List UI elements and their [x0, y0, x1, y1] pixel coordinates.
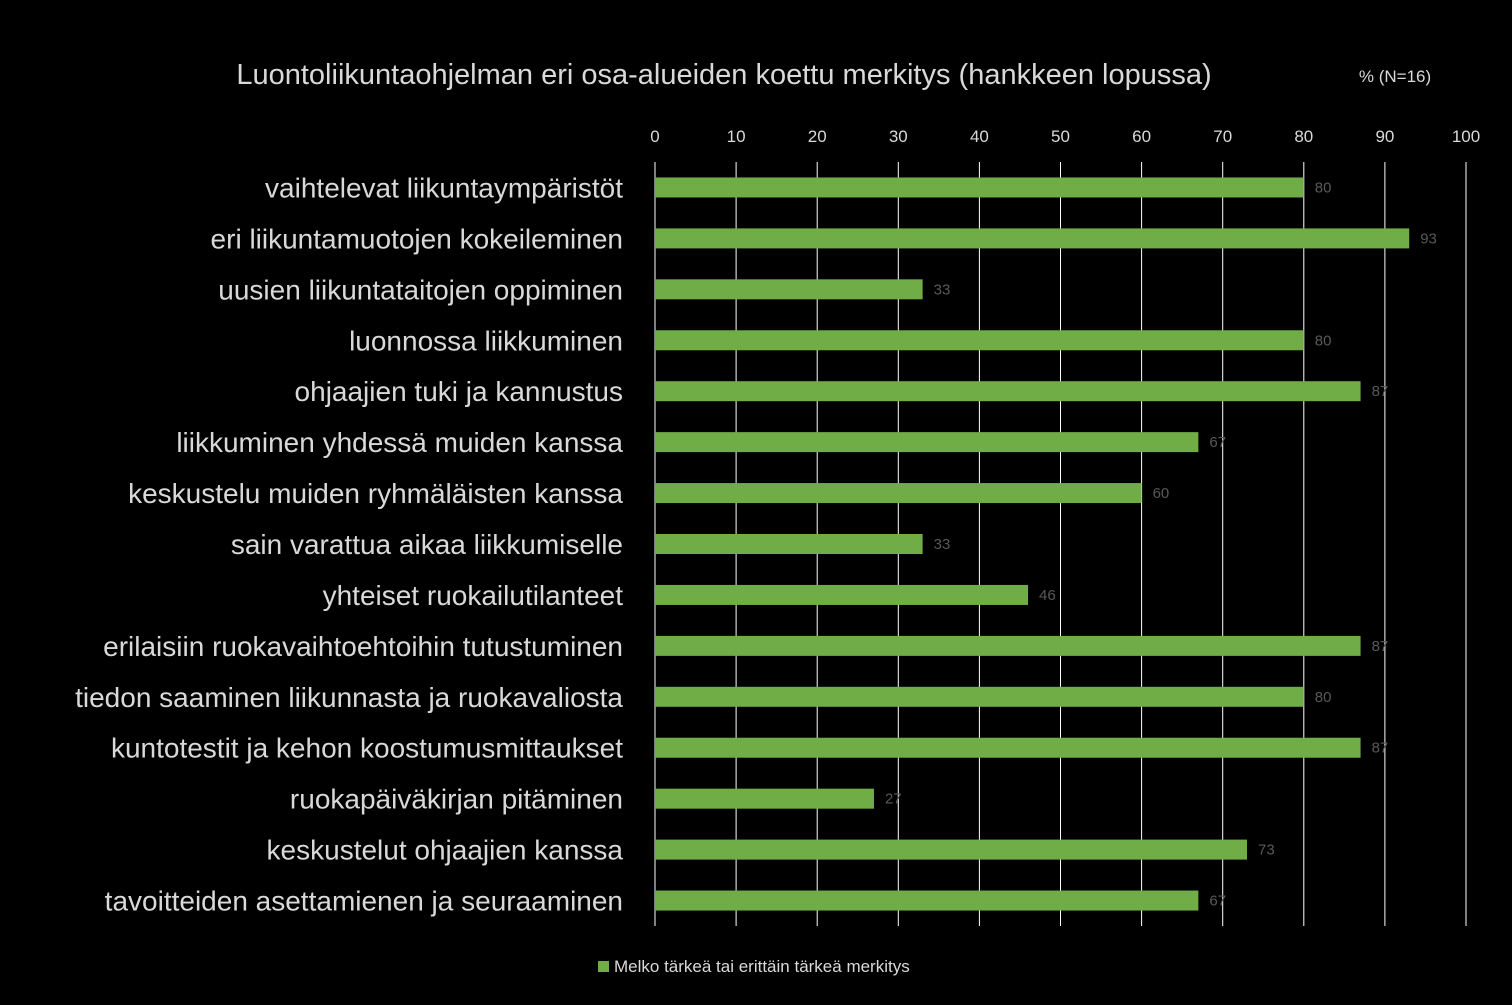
- x-tick-label: 60: [1132, 127, 1151, 146]
- data-label: 87: [1372, 383, 1389, 400]
- data-label: 80: [1315, 179, 1332, 196]
- category-label: vaihtelevat liikuntaympäristöt: [265, 172, 623, 203]
- category-label: erilaisiin ruokavaihtoehtoihin tutustumi…: [103, 631, 623, 662]
- bar: [655, 788, 874, 809]
- category-label: kuntotestit ja kehon koostumusmittaukset: [111, 733, 623, 764]
- category-label: sain varattua aikaa liikkumiselle: [231, 529, 623, 560]
- x-tick-label: 30: [889, 127, 908, 146]
- bar: [655, 737, 1361, 758]
- x-tick-label: 40: [970, 127, 989, 146]
- legend-label: Melko tärkeä tai erittäin tärkeä merkity…: [614, 957, 910, 976]
- unit-label: % (N=16): [1359, 67, 1431, 86]
- category-label: luonnossa liikkuminen: [349, 325, 623, 356]
- data-label: 33: [934, 536, 951, 553]
- data-label: 87: [1372, 638, 1389, 655]
- legend-swatch: [598, 961, 609, 972]
- category-label: yhteiset ruokailutilanteet: [323, 580, 624, 611]
- data-labels: 80 93 33 80 87 67 60 33 46 87 80 87 27 73 67: [885, 179, 1437, 909]
- bar: [655, 890, 1199, 911]
- legend: Melko tärkeä tai erittäin tärkeä merkity…: [598, 957, 910, 976]
- bar: [655, 534, 923, 554]
- x-tick-label: 0: [650, 127, 659, 146]
- bar: [655, 584, 1029, 605]
- x-tick-label: 100: [1452, 127, 1480, 146]
- category-label: keskustelu muiden ryhmäläisten kanssa: [128, 478, 623, 509]
- data-label: 80: [1315, 689, 1332, 706]
- x-tick-label: 80: [1294, 127, 1313, 146]
- bar: [655, 686, 1304, 707]
- data-label: 27: [885, 791, 902, 808]
- category-label: ohjaajien tuki ja kannustus: [295, 376, 623, 407]
- data-label: 87: [1372, 740, 1389, 757]
- x-tick-label: 50: [1051, 127, 1070, 146]
- data-label: 80: [1315, 332, 1332, 349]
- category-label: liikkuminen yhdessä muiden kanssa: [176, 427, 623, 458]
- bar: [655, 330, 1304, 351]
- x-tick-label: 20: [808, 127, 827, 146]
- category-label: ruokapäiväkirjan pitäminen: [290, 784, 623, 815]
- data-label: 60: [1153, 485, 1170, 502]
- data-label: 33: [934, 281, 951, 298]
- bars: [655, 177, 1410, 911]
- bar: [655, 483, 1142, 504]
- category-label: keskustelut ohjaajien kanssa: [267, 835, 624, 866]
- chart-title: Luontoliikuntaohjelman eri osa-alueiden …: [236, 59, 1211, 91]
- data-label: 67: [1209, 893, 1226, 910]
- category-labels: vaihtelevat liikuntaympäristöt eri liikun…: [75, 172, 623, 916]
- bar: [655, 635, 1361, 656]
- x-tick-label: 90: [1375, 127, 1394, 146]
- bar: [655, 839, 1248, 860]
- data-label: 73: [1258, 842, 1275, 859]
- bar: [655, 177, 1304, 198]
- category-label: eri liikuntamuotojen kokeileminen: [211, 223, 623, 254]
- data-label: 67: [1209, 434, 1226, 451]
- bar: [655, 279, 923, 300]
- data-label: 93: [1420, 230, 1437, 247]
- data-label: 46: [1039, 587, 1056, 604]
- category-label: tavoitteiden asettamienen ja seuraaminen: [105, 886, 623, 917]
- x-tick-label: 70: [1213, 127, 1232, 146]
- bar: [655, 228, 1410, 249]
- x-tick-label: 10: [727, 127, 746, 146]
- category-label: tiedon saaminen liikunnasta ja ruokavali…: [75, 682, 623, 713]
- category-label: uusien liikuntataitojen oppiminen: [218, 274, 623, 305]
- bar: [655, 381, 1361, 402]
- bar: [655, 432, 1199, 453]
- x-axis-ticks: 0 10 20 30 40 50 60 70 80 90 100: [650, 127, 1480, 146]
